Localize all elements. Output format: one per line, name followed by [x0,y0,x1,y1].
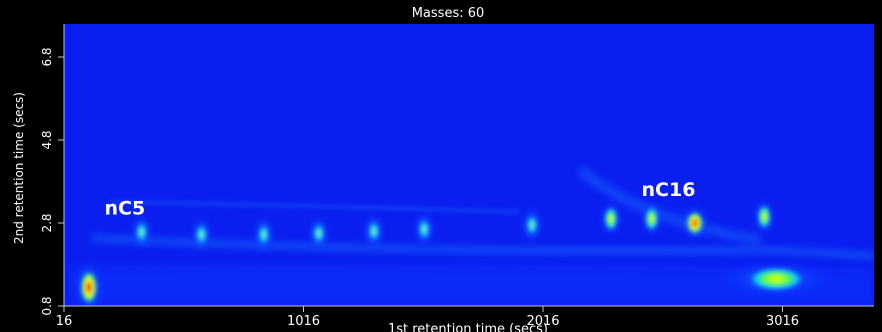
peak-blob [597,199,625,239]
y-tick-label: 2.8 [40,213,54,232]
peak-blob [360,211,388,252]
x-tick-label: 16 [56,314,73,329]
peak-blob [719,259,834,299]
peak-annotation: nC16 [642,179,696,201]
x-tick-label: 3016 [766,314,799,329]
peak-blob [638,199,665,239]
peak-blob [411,209,438,250]
peak-annotation: nC5 [104,198,145,220]
peak-blob [128,212,155,252]
horizontal-trace [109,200,521,214]
x-tick-label: 1016 [287,314,320,329]
peak-blob [305,213,333,254]
peak-blob [250,214,277,255]
x-axis-label: 1st retention time (secs) [388,322,548,332]
y-axis-label: 2nd retention time (secs) [12,92,26,244]
plot-area [64,24,874,306]
peak-blob [677,203,713,243]
x-tick-label: 2016 [526,314,559,329]
peak-layer [71,196,834,306]
column-bleed-trace [91,235,874,259]
x-axis-ticks: 16 1016 2016 3016 [56,306,799,329]
intensity-background [70,166,874,306]
annotations: nC5 nC16 [104,179,695,220]
peak-blob [188,214,215,255]
peak-blob [518,205,546,245]
y-tick-label: 0.8 [40,296,54,315]
chart-title: Masses: 60 [412,6,485,21]
peak-blob [751,196,778,237]
peak-blob [71,258,107,306]
y-tick-label: 4.8 [40,130,54,149]
y-axis-ticks: 0.8 2.8 4.8 6.8 [40,47,64,316]
y-tick-label: 6.8 [40,47,54,66]
baseline-band [70,264,874,306]
